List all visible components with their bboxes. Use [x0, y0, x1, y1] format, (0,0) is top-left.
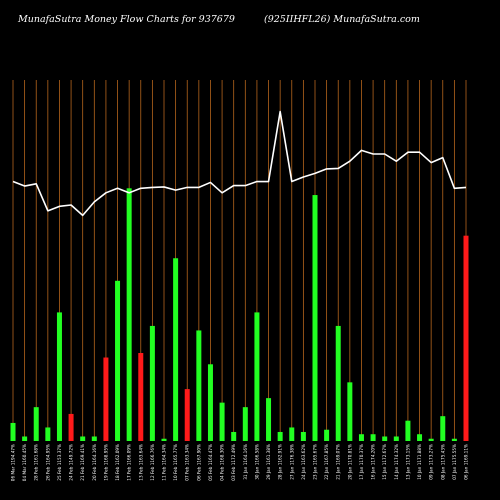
bar — [370, 434, 376, 441]
x-tick-label: 29 Jan 1161.38% — [266, 444, 271, 480]
bar — [115, 280, 121, 441]
bar — [312, 195, 318, 441]
x-tick-label: 20 Feb 1164.16% — [92, 444, 97, 481]
x-tick-label: 08 Jan 1175.43% — [440, 444, 445, 480]
x-tick-label: 21 Jan 1169.07% — [336, 444, 341, 480]
x-tick-label: 16 Jan 1174.20% — [371, 444, 376, 480]
bar — [358, 434, 364, 441]
x-tick-label: 10 Feb 1165.77% — [173, 444, 178, 481]
x-tick-label: 27 Jan 1176.38% — [289, 444, 294, 480]
bar — [289, 427, 295, 441]
x-tick-label: 25 Feb 1153.37% — [57, 444, 62, 481]
x-tick-label: 24 Feb 1149.72% — [69, 444, 74, 481]
bar — [347, 382, 353, 441]
x-tick-label: 14 Jan 1174.32% — [394, 444, 399, 480]
x-tick-label: 13 Jan 1173.15% — [405, 444, 410, 480]
x-tick-label: 17 Jan 1170.37% — [359, 444, 364, 480]
x-tick-label: 19 Feb 1168.95% — [103, 444, 108, 481]
bar — [219, 402, 225, 441]
x-tick-label: 26 Feb 1164.95% — [45, 444, 50, 481]
x-tick-label: 12 Feb 1166.76% — [150, 444, 155, 481]
bar — [300, 431, 306, 441]
x-tick-label: 11 Feb 1164.34% — [162, 444, 167, 481]
bar — [324, 429, 330, 441]
bar — [242, 407, 248, 441]
bar — [91, 436, 97, 441]
chart-symbol: (925IIHFL26) MunafaSutra.com — [264, 14, 420, 25]
x-tick-label: 09 Jan 1173.27% — [429, 444, 434, 480]
bar — [451, 438, 457, 441]
x-tick-label: 30 Jan 1166.58% — [254, 444, 259, 480]
x-tick-label: 06 Feb 1167.90% — [196, 444, 201, 481]
bar — [45, 427, 51, 441]
x-tick-label: 22 Jan 1167.85% — [324, 444, 329, 480]
bar — [405, 420, 411, 441]
x-tick-label: 31 Jan 1164.16% — [243, 444, 248, 480]
bar — [184, 389, 190, 441]
x-tick-label: 06 Jan 1169.11% — [464, 444, 469, 480]
x-tick-label: 07 Jan 1175.55% — [452, 444, 457, 480]
bar — [393, 436, 399, 441]
bar — [417, 434, 423, 441]
x-tick-label: 13 Feb 1163.64% — [138, 444, 143, 481]
x-tick-label: 15 Jan 1172.67% — [382, 444, 387, 480]
x-tick-label: 10 Jan 1171.88% — [417, 444, 422, 480]
bar — [103, 357, 109, 441]
bar — [463, 235, 469, 441]
x-tick-label: 07 Feb 1163.34% — [185, 444, 190, 481]
bar — [68, 413, 74, 441]
x-tick-label: 05 Feb 1164.47% — [208, 444, 213, 481]
bar — [161, 438, 167, 441]
bar — [382, 436, 388, 441]
bar — [207, 364, 213, 441]
bar — [56, 312, 62, 441]
bar — [335, 325, 341, 441]
bar — [149, 325, 155, 441]
bar — [22, 436, 28, 441]
money-flow-line — [12, 110, 467, 217]
x-tick-label: 21 Feb 1169.41% — [80, 444, 85, 481]
grid-lines — [12, 80, 467, 441]
chart-title: MunafaSutra Money Flow Charts for 937679 — [18, 14, 235, 25]
bar — [138, 353, 144, 441]
bar — [10, 422, 16, 441]
bar — [266, 398, 272, 441]
x-tick-label: 03 Feb 1172.49% — [231, 444, 236, 481]
x-tick-label: 06 Mar 1194.47% — [11, 444, 16, 481]
bar — [277, 431, 283, 441]
x-tick-label: 18 Feb 1162.09% — [115, 444, 120, 481]
x-tick-label: 04 Feb 1168.30% — [220, 444, 225, 481]
bar — [254, 312, 260, 441]
bars — [10, 188, 469, 441]
x-tick-label: 24 Jan 1163.62% — [301, 444, 306, 480]
bar — [126, 188, 132, 441]
x-tick-label: 23 Jan 1165.67% — [313, 444, 318, 480]
x-axis-tick-labels: 06 Mar 1194.47% 04 Mar 1160.45% 28 Feb 116… — [11, 444, 469, 481]
bar — [428, 438, 434, 441]
chart-header: MunafaSutra Money Flow Charts for 937679… — [0, 14, 500, 30]
x-tick-label: 17 Feb 1166.09% — [127, 444, 132, 481]
x-tick-label: 28 Feb 1161.68% — [34, 444, 39, 481]
bar — [33, 407, 39, 441]
x-tick-label: 04 Mar 1160.45% — [22, 444, 27, 481]
bar — [80, 436, 86, 441]
bar — [440, 416, 446, 441]
x-tick-label: 20 Jan 1170.81% — [347, 444, 352, 480]
bar — [173, 258, 179, 441]
x-tick-label: 28 Jan 1162.91% — [278, 444, 283, 480]
bar — [196, 330, 202, 441]
bar — [231, 431, 237, 441]
